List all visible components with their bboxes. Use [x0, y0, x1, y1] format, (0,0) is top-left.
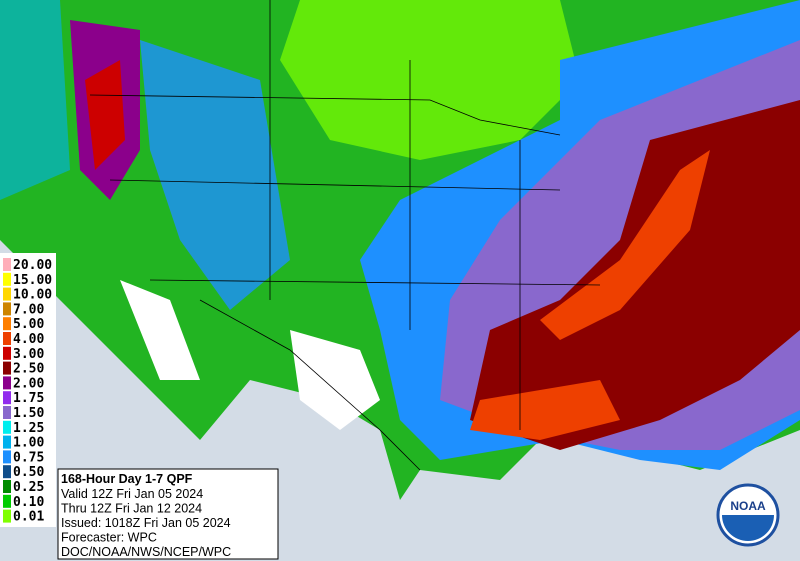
legend-label: 1.00: [13, 436, 44, 451]
precip-none: [290, 330, 380, 430]
precip-max: [540, 150, 710, 340]
product-line: Valid 12Z Fri Jan 05 2024: [61, 487, 203, 501]
legend-swatch: [3, 302, 11, 316]
precip-max: [470, 380, 620, 440]
legend-label: 10.00: [13, 288, 52, 303]
legend-swatch: [3, 435, 11, 449]
legend-swatch: [3, 480, 11, 493]
product-title: 168-Hour Day 1-7 QPF: [61, 472, 193, 486]
legend-swatch: [3, 420, 11, 434]
precip-mountains: [140, 40, 290, 310]
legend-swatch: [3, 450, 11, 464]
legend-swatch: [3, 494, 11, 508]
legend-swatch: [3, 509, 11, 523]
logo-text: NOAA: [730, 499, 766, 513]
info-box: [57, 468, 279, 560]
product-line: DOC/NOAA/NWS/NCEP/WPC: [61, 545, 231, 559]
product-line: Forecaster: WPC: [61, 531, 157, 545]
legend-swatch: [3, 272, 11, 286]
legend-swatch: [3, 406, 11, 419]
boundaries: [89, 0, 601, 471]
legend-label: 0.10: [13, 495, 44, 510]
precip-ocean: [0, 0, 70, 200]
legend-swatch: [3, 332, 11, 345]
product-line: Thru 12Z Fri Jan 12 2024: [61, 502, 202, 516]
legend-swatch: [3, 317, 11, 331]
legend-label: 2.50: [13, 362, 44, 377]
legend-label: 3.00: [13, 347, 44, 362]
legend-label: 2.00: [13, 376, 44, 391]
legend-swatch: [3, 391, 11, 405]
legend-swatch: [3, 287, 11, 301]
precip-northwest-max: [85, 60, 125, 170]
legend-label: 1.50: [13, 406, 44, 421]
legend-label: 0.50: [13, 465, 44, 480]
legend-label: 15.00: [13, 273, 52, 288]
product-line: Issued: 1018Z Fri Jan 05 2024: [61, 516, 231, 530]
legend: 20.0015.0010.007.005.004.003.002.502.001…: [0, 253, 56, 527]
precip-none: [120, 280, 200, 380]
legend-label: 20.00: [13, 258, 52, 273]
precip-trace: [280, 0, 580, 160]
legend-label: 1.75: [13, 391, 44, 406]
legend-swatch: [3, 258, 11, 271]
legend-label: 5.00: [13, 317, 44, 332]
legend-label: 7.00: [13, 302, 44, 317]
legend-label: 0.01: [13, 510, 44, 525]
logo-wave: [722, 515, 774, 541]
legend-label: 1.25: [13, 421, 44, 436]
legend-label: 4.00: [13, 332, 44, 347]
legend-swatch: [3, 376, 11, 390]
legend-swatch: [3, 361, 11, 375]
legend-swatch: [3, 465, 11, 479]
legend-label: 0.75: [13, 450, 44, 465]
legend-label: 0.25: [13, 480, 44, 495]
legend-swatch: [3, 346, 11, 360]
